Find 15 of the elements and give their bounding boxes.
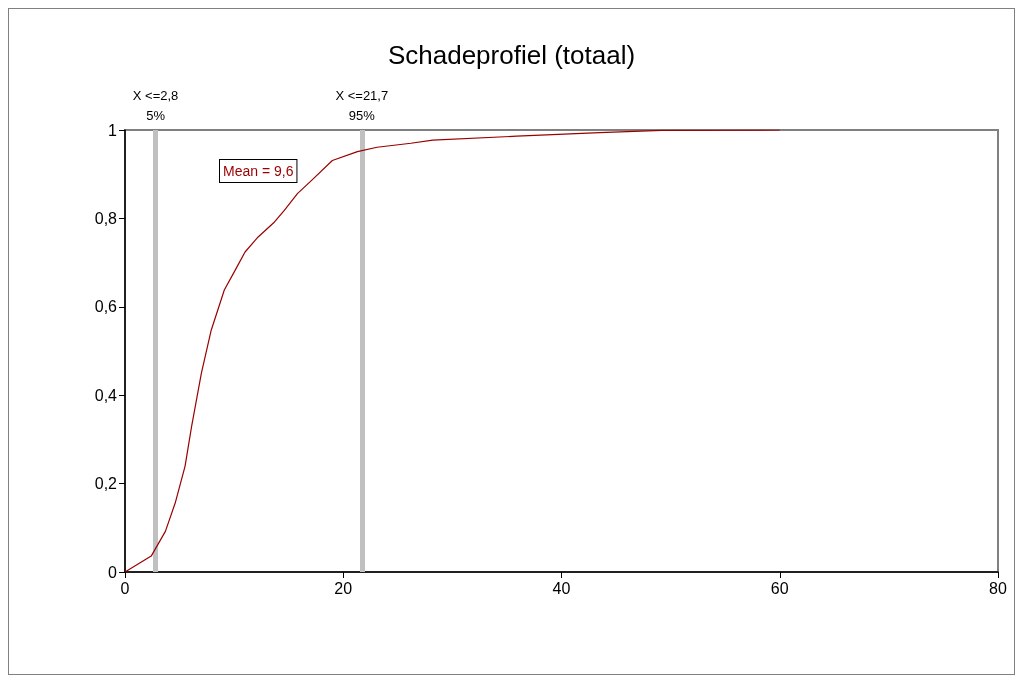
x-tick-label: 40 — [552, 579, 571, 597]
x-tick-label: 0 — [120, 579, 130, 597]
y-tick-label: 0,2 — [94, 475, 118, 493]
chart-title: Schadeprofiel (totaal) — [387, 40, 636, 70]
x-tick-label: 60 — [770, 579, 789, 597]
y-tick-label: 0,8 — [94, 209, 118, 227]
annotation: Mean = 9,6 — [223, 163, 294, 179]
ref-line-label: X <=21,7 95% — [335, 87, 389, 123]
x-tick-label: 80 — [989, 579, 1007, 597]
y-tick-label: 0,6 — [94, 298, 118, 316]
ref-line-label: X <=2,8 5% — [132, 87, 179, 123]
y-tick-label: 0,4 — [94, 386, 118, 404]
y-tick-label: 1 — [108, 121, 118, 139]
x-tick-label: 20 — [334, 579, 353, 597]
y-tick-label: 0 — [108, 563, 118, 581]
